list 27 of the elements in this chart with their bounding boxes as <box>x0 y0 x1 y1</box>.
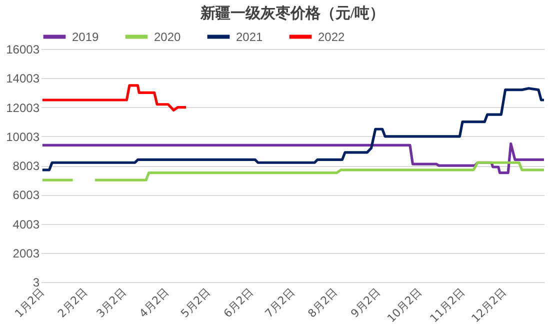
x-tick-label: 12月2日 <box>469 286 509 326</box>
y-tick-label: 8003 <box>12 159 40 173</box>
chart-title: 新疆一级灰枣价格（元/吨） <box>199 4 385 22</box>
y-tick-label: 6003 <box>12 188 40 202</box>
x-tick-label: 4月2日 <box>136 286 172 320</box>
legend-label: 2020 <box>154 30 182 44</box>
x-tick-label: 7月2日 <box>262 286 298 320</box>
x-tick-label: 6月2日 <box>221 286 256 320</box>
line-series <box>41 87 544 172</box>
y-tick-label: 4003 <box>12 217 40 232</box>
legend-label: 2022 <box>318 30 346 44</box>
y-tick-label: 10003 <box>6 130 40 144</box>
y-tick-label: 14003 <box>6 72 40 86</box>
x-tick-label: 8月2日 <box>305 286 340 320</box>
legend-label: 2021 <box>236 30 264 44</box>
x-tick-label: 5月2日 <box>178 286 213 320</box>
x-tick-label: 11月2日 <box>428 286 468 326</box>
x-tick-label: 3月2日 <box>94 286 129 320</box>
y-tick-label: 2003 <box>12 246 40 260</box>
x-tick-label: 10月2日 <box>384 286 424 326</box>
line-series <box>41 142 544 174</box>
y-tick-label: 16003 <box>6 42 40 56</box>
line-series <box>41 84 188 112</box>
y-tick-label: 12003 <box>6 100 40 115</box>
x-tick-label: 9月2日 <box>348 286 383 320</box>
legend-label: 2019 <box>72 30 100 44</box>
x-tick-label: 2月2日 <box>55 286 90 320</box>
